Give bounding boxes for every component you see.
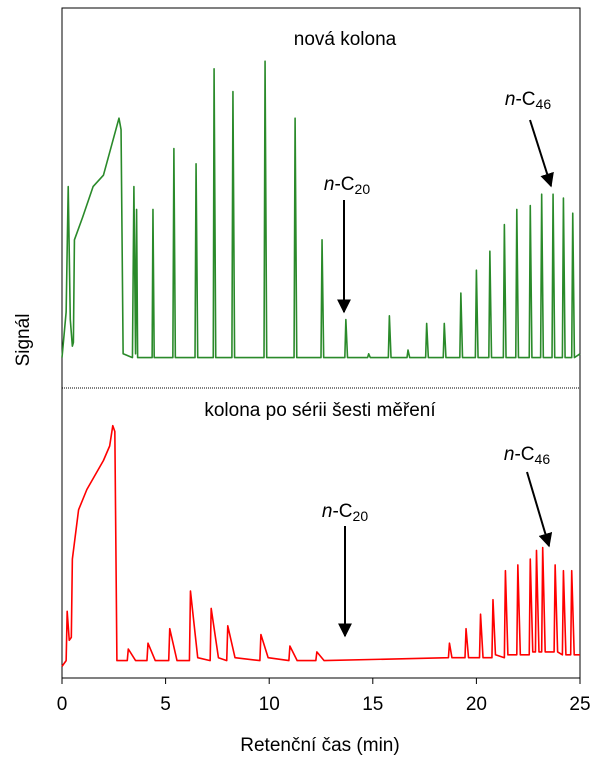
panel-title: kolona po sérii šesti měření [204,400,436,421]
x-tick-label: 10 [259,694,280,715]
x-axis-label: Retenční čas (min) [240,735,399,756]
x-tick-label: 5 [160,694,171,715]
x-tick-label: 0 [57,694,68,715]
plot-frame [61,7,581,679]
x-tick-label: 15 [362,694,383,715]
annotation: n-C20 [324,174,370,197]
arrow [529,119,554,188]
x-tick-label: 25 [569,694,590,715]
panel-title: nová kolona [294,29,397,50]
trace-line [61,424,580,667]
annotation: n-C46 [504,444,550,467]
y-axis-label: Signál [13,314,34,367]
traces [61,60,581,667]
x-tick-label: 20 [466,694,487,715]
trace-line [61,60,581,359]
arrow [526,471,553,548]
annotation: n-C20 [322,501,368,524]
annotation: n-C46 [505,89,551,112]
